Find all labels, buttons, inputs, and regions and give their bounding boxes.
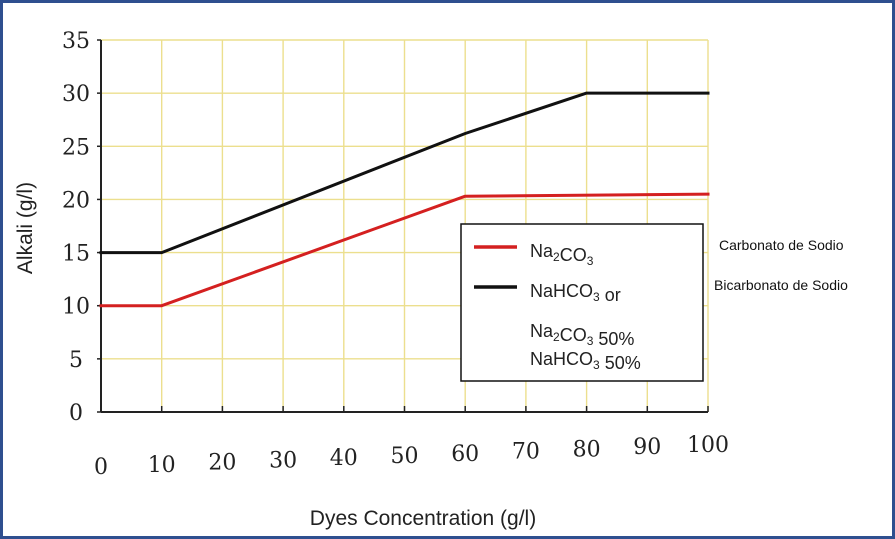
y-tick-label-35: 35: [62, 29, 90, 54]
legend-box: [460, 223, 704, 382]
legend-label-nahco3-line-1: NaHCO3 or: [530, 281, 621, 305]
y-axis-title: Alkali (g/l): [14, 182, 37, 274]
y-tick-label-10: 10: [62, 295, 90, 320]
x-tick-label-30: 30: [269, 448, 297, 473]
axes: [97, 39, 709, 413]
legend: Na2CO3 NaHCO3 or Na2CO3 50%NaHCO3 50%: [460, 223, 704, 382]
series-lines: [99, 91, 710, 308]
x-tick-label-0: 0: [94, 455, 108, 480]
y-tick-label-20: 20: [62, 188, 90, 213]
legend-label-na2co3-line-1: Na2CO3: [530, 241, 594, 268]
legend-label-nahco3-line-3: NaHCO3 50%: [530, 349, 641, 373]
x-tick-label-80: 80: [573, 437, 601, 462]
x-tick-label-100: 100: [687, 433, 729, 458]
y-tick-label-5: 5: [69, 348, 83, 373]
tick-labels: 0 5 10 15 20 25 30 35 0 10 20 30 40 50 60 70 80 90 100: [62, 29, 729, 480]
x-tick-label-50: 50: [391, 444, 419, 469]
annotation-carbonato-de-sodio: Carbonato de Sodio: [719, 237, 844, 253]
y-tick-label-0: 0: [69, 401, 83, 426]
x-axis-title: Dyes Concentration (g/l): [310, 507, 536, 530]
legend-label-nahco3-line-2: Na2CO3 50%: [530, 321, 634, 349]
series-line-nahco3: [99, 91, 710, 255]
y-tick-label-25: 25: [62, 135, 90, 160]
x-tick-label-10: 10: [148, 453, 176, 478]
y-tick-label-15: 15: [62, 242, 90, 267]
x-tick-label-40: 40: [330, 446, 358, 471]
series-line-na2co3: [99, 192, 710, 308]
annotation-bicarbonato-de-sodio: Bicarbonato de Sodio: [714, 277, 848, 293]
x-tick-label-70: 70: [512, 440, 540, 465]
y-tick-label-30: 30: [62, 82, 90, 107]
x-tick-label-90: 90: [633, 435, 661, 460]
x-tick-label-20: 20: [208, 451, 236, 476]
x-tick-label-60: 60: [451, 442, 479, 467]
